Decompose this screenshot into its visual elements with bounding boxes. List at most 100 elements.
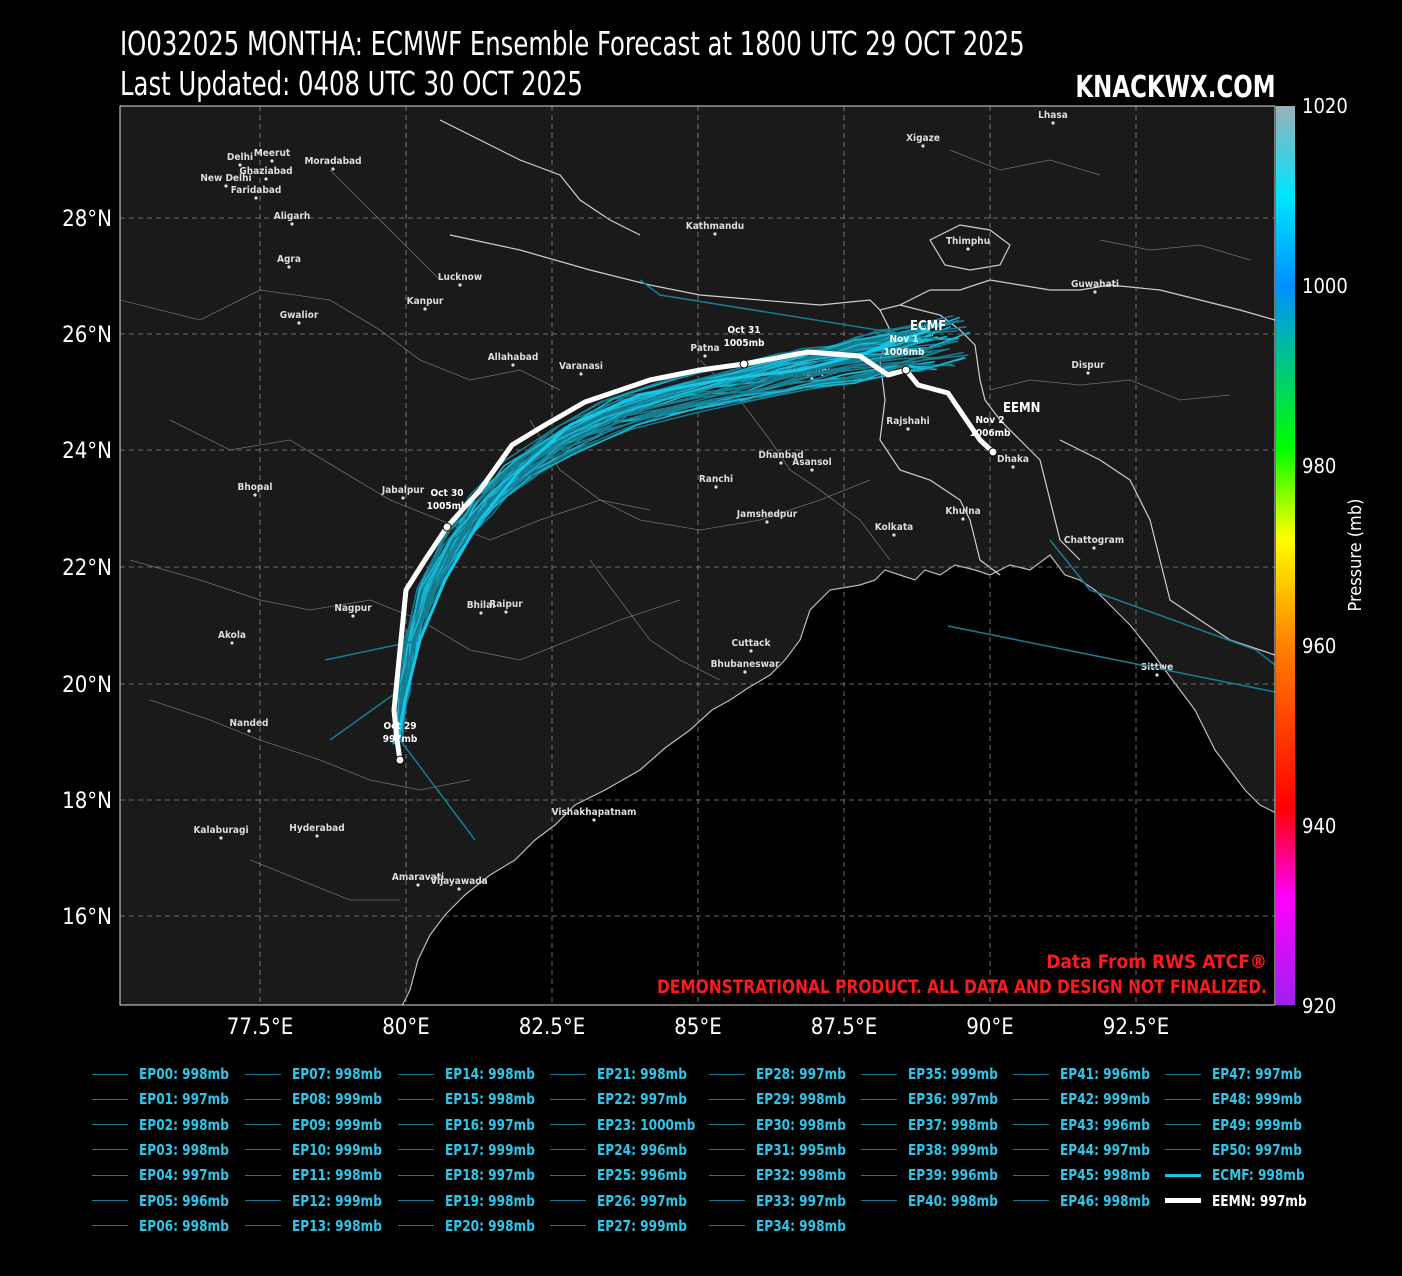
legend-item: EP32: 998mb [709,1164,856,1186]
legend-label: EP34: 998mb [756,1216,846,1235]
legend-swatch [92,1073,128,1075]
legend-item: EP30: 998mb [709,1114,856,1136]
city-dot [224,184,228,188]
lat-label: 22°N [62,556,112,581]
legend-item: EP15: 998mb [398,1088,545,1110]
city-label: Dhanbad [758,450,803,461]
legend-label: EP11: 998mb [292,1166,382,1185]
legend-label: EP31: 995mb [756,1140,846,1159]
city-label: Bhilai [467,600,496,611]
legend-item: EP09: 999mb [245,1114,392,1136]
city-dot [921,144,925,148]
legend-item: EP07: 998mb [245,1063,392,1085]
legend-swatch [398,1098,434,1100]
legend-item: EEMN: 997mb [1165,1190,1317,1212]
legend-label: EP15: 998mb [445,1090,535,1109]
city-label: Allahabad [488,352,539,363]
anno-oct30-pressure: 1005mb [427,501,468,512]
legend-swatch [92,1174,128,1176]
lon-label: 82.5°E [519,1015,585,1040]
city-label: Agra [277,254,301,265]
legend-swatch [861,1073,897,1075]
city-label: Ranchi [699,474,733,485]
city-dot [290,222,294,226]
legend-item: EP33: 997mb [709,1190,856,1212]
legend-item: EP48: 999mb [1165,1088,1312,1110]
legend-label: EP02: 998mb [139,1115,229,1134]
ensemble-track [395,327,911,741]
legend-item: EP17: 999mb [398,1139,545,1161]
legend-item: EP49: 999mb [1165,1114,1312,1136]
city-dot [315,834,319,838]
city-label: Rajshahi [886,416,929,427]
legend-swatch [245,1098,281,1100]
legend-swatch [1013,1149,1049,1151]
legend-swatch [1165,1149,1201,1151]
legend-label: EP23: 1000mb [597,1115,696,1134]
legend-label: EP03: 998mb [139,1140,229,1159]
ensemble-track [639,279,941,341]
legend-swatch [398,1225,434,1227]
legend-item: EP31: 995mb [709,1139,856,1161]
legend-item: EP23: 1000mb [550,1114,706,1136]
legend-label: EP16: 997mb [445,1115,535,1134]
legend-item: EP00: 998mb [92,1063,239,1085]
anno-nov2-date: Nov 2 [976,415,1005,426]
legend-item: EP19: 998mb [398,1190,545,1212]
legend-label: ECMF: 998mb [1212,1166,1305,1185]
legend-swatch [1165,1198,1201,1203]
city-label: Faridabad [231,185,282,196]
legend-label: EP29: 998mb [756,1090,846,1109]
legend-item: EP34: 998mb [709,1215,856,1237]
city-label: Guwahati [1071,279,1119,290]
ecmf-tag: ECMF [910,319,946,334]
legend-label: EEMN: 997mb [1212,1191,1307,1210]
city-dot [714,485,718,489]
legend-label: EP44: 997mb [1060,1140,1150,1159]
legend-label: EP17: 999mb [445,1140,535,1159]
city-label: Hyderabad [289,823,344,834]
city-label: Bhopal [237,482,272,493]
legend-swatch [709,1098,745,1100]
legend-label: EP10: 999mb [292,1140,382,1159]
legend-item: EP28: 997mb [709,1063,856,1085]
legend-swatch [550,1098,586,1100]
city-label: Akola [218,630,246,641]
legend-swatch [1013,1124,1049,1126]
legend-swatch [861,1098,897,1100]
legend-label: EP49: 999mb [1212,1115,1302,1134]
legend-label: EP21: 998mb [597,1065,687,1083]
city-dot [264,177,268,181]
legend-swatch [398,1174,434,1176]
ensemble-track [394,319,960,740]
city-dot [765,520,769,524]
legend-item: EP16: 997mb [398,1114,545,1136]
lat-label: 26°N [62,323,112,348]
legend-label: EP22: 997mb [597,1090,687,1109]
legend-swatch [550,1200,586,1201]
city-labels: Lhasa Xigaze Delhi Meerut New DelhiGhaziabad… [193,110,1173,891]
city-label: Chattogram [1064,535,1124,546]
ensemble-tracks [324,279,1275,841]
legend-label: EP18: 997mb [445,1166,535,1185]
city-label: Jabalpur [381,485,425,496]
legend-swatch [1013,1174,1049,1176]
legend-label: EP08: 999mb [292,1090,382,1109]
legend-item: EP42: 999mb [1013,1088,1160,1110]
colorbar-label: Pressure (mb) [1345,499,1366,612]
city-label: Dhaka [997,454,1029,465]
chart-title: IO032025 MONTHA: ECMWF Ensemble Forecast… [120,24,1025,63]
city-label: Meerut [254,148,291,159]
city-dot [238,163,242,167]
legend-swatch [550,1149,586,1151]
legend-label: EP04: 997mb [139,1166,229,1185]
city-label: Dispur [1071,360,1105,371]
legend-label: EP48: 999mb [1212,1090,1302,1109]
city-label: Amaravati [392,872,444,883]
legend-item: EP22: 997mb [550,1088,697,1110]
city-label: Lhasa [1038,110,1068,121]
legend-label: EP19: 998mb [445,1191,535,1210]
legend-swatch [1165,1098,1201,1100]
colorbar-tick: 960 [1302,634,1336,658]
legend-swatch [709,1200,745,1201]
